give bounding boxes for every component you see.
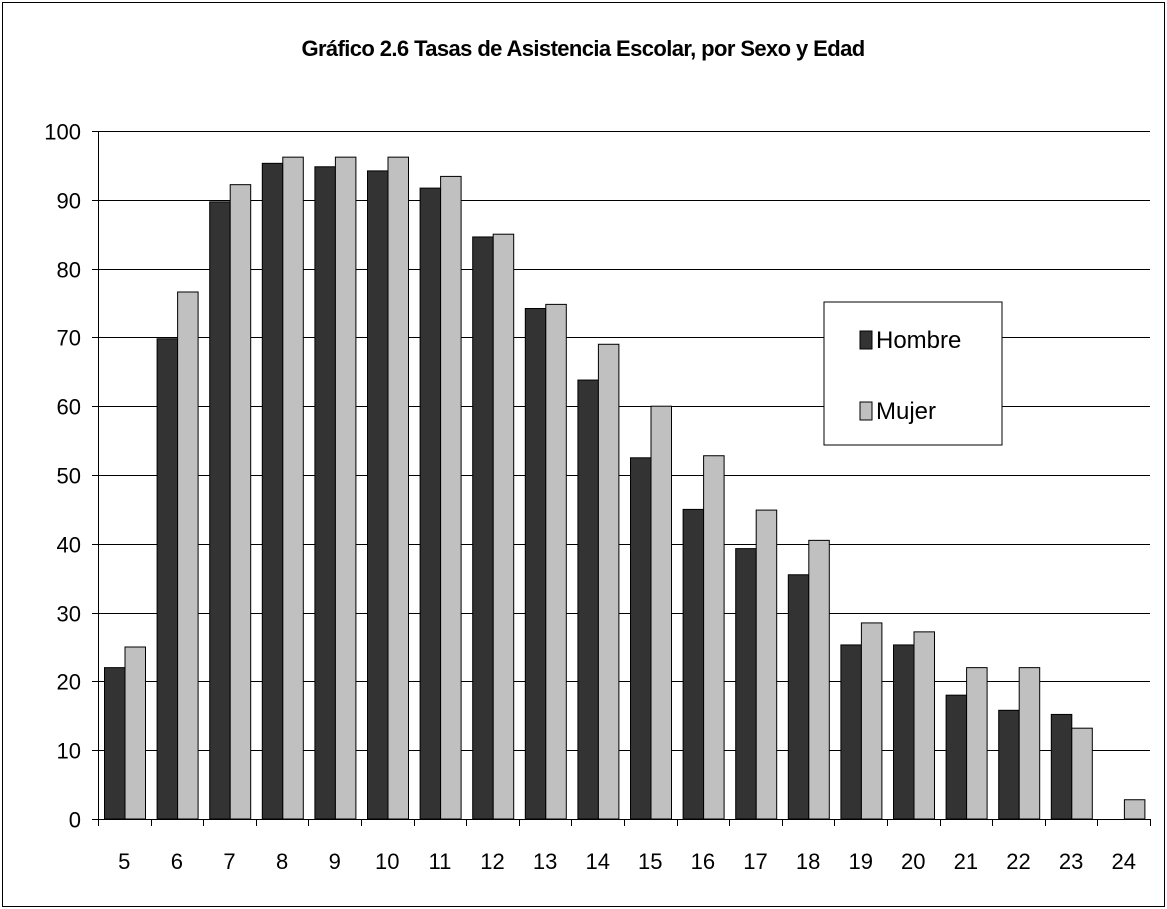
bar-mujer-7 bbox=[229, 184, 252, 820]
legend-box bbox=[823, 301, 1003, 446]
x-tick-label: 12 bbox=[480, 849, 504, 874]
bar-hombre-8 bbox=[261, 162, 284, 820]
bar-mujer-19 bbox=[860, 622, 883, 820]
y-tick-label: 50 bbox=[57, 464, 81, 489]
bar-mujer-18 bbox=[808, 539, 830, 820]
bar-mujer-6 bbox=[177, 291, 199, 820]
bar-hombre-16 bbox=[682, 508, 705, 820]
x-tick-label: 10 bbox=[375, 849, 399, 874]
bar-mujer-15 bbox=[650, 405, 672, 820]
bar-mujer-9 bbox=[334, 156, 357, 820]
x-tick-label: 20 bbox=[901, 849, 925, 874]
bar-hombre-11 bbox=[419, 187, 442, 820]
x-tick-label: 24 bbox=[1111, 849, 1135, 874]
bar-mujer-21 bbox=[966, 667, 988, 820]
x-tick-label: 21 bbox=[954, 849, 978, 874]
y-tick-labels: 0 10 20 30 40 50 60 70 80 90 100 bbox=[44, 120, 81, 833]
bar-mujer-24 bbox=[1123, 799, 1146, 820]
y-tick-label: 30 bbox=[57, 602, 81, 627]
bar-mujer-13 bbox=[545, 303, 567, 820]
y-tick-label: 60 bbox=[57, 395, 81, 420]
legend-swatch-mujer bbox=[859, 401, 873, 421]
y-tick-label: 100 bbox=[44, 120, 81, 145]
y-tick-label: 70 bbox=[57, 326, 81, 351]
bar-hombre-22 bbox=[998, 709, 1020, 820]
x-tick-label: 17 bbox=[743, 849, 767, 874]
legend-label-hombre: Hombre bbox=[876, 327, 961, 354]
bar-mujer-11 bbox=[440, 175, 462, 820]
y-tick-label: 0 bbox=[69, 808, 81, 833]
x-tick-label: 11 bbox=[428, 849, 451, 874]
bars bbox=[104, 156, 1146, 820]
legend-swatch-hombre bbox=[859, 330, 873, 350]
x-tick-label: 13 bbox=[533, 849, 557, 874]
x-tick-label: 5 bbox=[118, 849, 130, 874]
legend-label-mujer: Mujer bbox=[876, 398, 936, 425]
x-tick-label: 8 bbox=[276, 849, 288, 874]
x-tick-label: 14 bbox=[585, 849, 609, 874]
bar-hombre-10 bbox=[367, 170, 389, 820]
y-tick-label: 20 bbox=[57, 670, 81, 695]
bar-hombre-18 bbox=[787, 574, 810, 820]
chart-title: Gráfico 2.6 Tasas de Asistencia Escolar,… bbox=[301, 36, 864, 61]
bar-mujer-5 bbox=[124, 646, 146, 820]
bar-hombre-17 bbox=[735, 548, 757, 820]
bar-hombre-20 bbox=[893, 644, 915, 820]
x-tick-label: 16 bbox=[691, 849, 715, 874]
bar-hombre-23 bbox=[1050, 713, 1073, 820]
legend: Hombre Mujer bbox=[823, 301, 1003, 446]
bar-hombre-7 bbox=[209, 201, 231, 820]
x-tick-label: 23 bbox=[1059, 849, 1083, 874]
x-tick-label: 18 bbox=[796, 849, 820, 874]
bar-mujer-22 bbox=[1018, 667, 1041, 820]
bar-mujer-20 bbox=[913, 631, 935, 820]
y-tick-label: 90 bbox=[57, 189, 81, 214]
bar-mujer-16 bbox=[703, 455, 725, 820]
bar-mujer-12 bbox=[492, 233, 515, 820]
bar-mujer-17 bbox=[755, 509, 778, 820]
bar-mujer-23 bbox=[1071, 727, 1093, 820]
x-tick-label: 19 bbox=[848, 849, 872, 874]
bar-hombre-13 bbox=[524, 308, 547, 820]
bar-hombre-9 bbox=[314, 166, 336, 820]
bar-hombre-19 bbox=[840, 644, 862, 820]
x-tick-label: 7 bbox=[223, 849, 235, 874]
bar-hombre-14 bbox=[577, 379, 599, 820]
bar-hombre-15 bbox=[630, 457, 652, 820]
bar-mujer-10 bbox=[387, 156, 409, 820]
bar-hombre-12 bbox=[472, 236, 494, 820]
bar-hombre-21 bbox=[945, 694, 968, 820]
axes bbox=[92, 131, 1151, 826]
y-tick-label: 40 bbox=[57, 533, 81, 558]
bar-mujer-14 bbox=[597, 343, 620, 820]
y-tick-label: 80 bbox=[57, 258, 81, 283]
bar-mujer-8 bbox=[282, 156, 304, 820]
chart-svg: Gráfico 2.6 Tasas de Asistencia Escolar,… bbox=[44, 36, 1151, 874]
x-tick-label: 6 bbox=[171, 849, 183, 874]
bar-hombre-6 bbox=[156, 338, 179, 820]
x-tick-labels: 5 6 7 8 9 10 11 12 13 14 15 16 17 18 19 20 21 22 23 24 bbox=[118, 849, 1136, 874]
x-tick-label: 9 bbox=[329, 849, 341, 874]
x-tick-label: 15 bbox=[638, 849, 662, 874]
bar-hombre-5 bbox=[104, 667, 126, 820]
x-tick-label: 22 bbox=[1006, 849, 1030, 874]
y-tick-label: 10 bbox=[57, 739, 81, 764]
